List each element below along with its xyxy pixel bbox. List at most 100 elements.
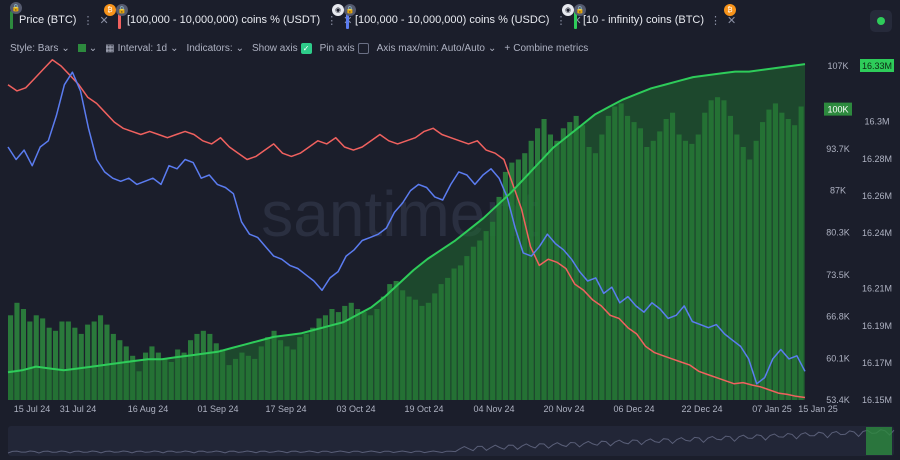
chart-area[interactable]: santiment 107K100K93.7K87K80.3K73.5K66.8… [0, 58, 900, 460]
price-bar [91, 321, 97, 400]
metrics-bar: Price (BTC) ⋮ ✕ [100,000 - 10,000,000) c… [0, 0, 900, 38]
left-tick-label: 80.3K [826, 227, 850, 237]
left-tick-label: 53.4K [826, 395, 850, 405]
bitcoin-icon: ₿ [104, 4, 116, 16]
coin-icon: ◉ [562, 4, 574, 16]
interval-dropdown[interactable]: ▦ Interval: 1d ⌄ [105, 43, 178, 54]
metric-menu-icon[interactable]: ⋮ [710, 14, 722, 27]
status-dot-icon [877, 17, 885, 25]
x-tick-label: 06 Dec 24 [613, 404, 654, 414]
navigator-track [8, 426, 894, 456]
x-tick-label: 16 Aug 24 [128, 404, 169, 414]
color-dropdown[interactable]: ⌄ [77, 42, 98, 54]
style-dropdown[interactable]: Style: Bars ⌄ [10, 43, 70, 54]
x-tick-label: 07 Jan 25 [752, 404, 792, 414]
settings-button[interactable] [870, 10, 892, 32]
chevron-down-icon: ⌄ [487, 42, 497, 54]
metric-label: [10 - infinity) coins (BTC) [583, 14, 705, 26]
interval-label: Interval: 1d [117, 42, 168, 54]
metric-menu-icon[interactable]: ⋮ [82, 14, 94, 27]
metric-label: Price (BTC) [19, 14, 77, 26]
x-tick-label: 22 Dec 24 [681, 404, 722, 414]
price-bar [98, 315, 104, 400]
price-bar [46, 327, 52, 400]
holders-line [7, 63, 806, 374]
lock-icon: 🔒 [10, 2, 22, 14]
indicators-label: Indicators: [186, 42, 233, 54]
right-tick-label: 16.3M [864, 117, 889, 127]
price-bar [78, 333, 84, 400]
price-bar [65, 321, 71, 400]
price-bar [33, 315, 39, 400]
left-tick-label: 87K [830, 186, 846, 196]
chevron-down-icon: ⌄ [88, 42, 98, 54]
x-tick-label: 04 Nov 24 [473, 404, 514, 414]
usdt-line [7, 59, 806, 399]
x-tick-label: 15 Jul 24 [14, 404, 51, 414]
bitcoin-icon: ₿ [724, 4, 736, 16]
navigator[interactable] [7, 426, 895, 456]
price-bar [104, 324, 110, 400]
price-bar [8, 315, 14, 400]
combine-metrics-button[interactable]: + Combine metrics [504, 43, 588, 54]
pin-axis-label: Pin axis [319, 42, 355, 54]
checkbox-icon[interactable] [357, 42, 369, 54]
axis-minmax-dropdown[interactable]: Axis max/min: Auto/Auto ⌄ [377, 43, 497, 54]
metric-menu-icon[interactable]: ⋮ [326, 14, 338, 27]
metric-menu-icon[interactable]: ⋮ [555, 14, 567, 27]
x-tick-label: 03 Oct 24 [336, 404, 375, 414]
left-tick-label: 73.5K [826, 270, 850, 280]
show-axis-toggle[interactable]: Show axis ✓ [252, 42, 312, 54]
left-tick-label: 100K [827, 105, 848, 115]
left-tick-label: 60.1K [826, 353, 850, 363]
calendar-icon: ▦ [105, 42, 115, 54]
left-tick-label: 66.8K [826, 312, 850, 322]
close-icon[interactable]: ✕ [572, 14, 582, 27]
price-bar [53, 330, 59, 400]
right-tick-label: 16.17M [862, 358, 892, 368]
close-icon[interactable]: ✕ [727, 14, 737, 27]
metric-tab-usdc[interactable]: [100,000 - 10,000,000) coins % (USDC) ⋮ … [340, 6, 582, 34]
metric-color-bar [10, 11, 13, 29]
right-axis: 16.33M 16.3M 16.28M 16.26M 16.24M 16.21M 16.19… [860, 59, 894, 405]
x-tick-label: 01 Sep 24 [197, 404, 238, 414]
chevron-down-icon: ⌄ [170, 42, 179, 54]
usdc-line [7, 71, 806, 385]
price-bar [40, 318, 46, 400]
combine-label: Combine metrics [513, 42, 589, 54]
chart-toolbar: Style: Bars ⌄ ⌄ ▦ Interval: 1d ⌄ Indicators… [0, 38, 900, 58]
price-bar [27, 321, 33, 400]
metric-tab-price[interactable]: Price (BTC) ⋮ ✕ [4, 6, 109, 34]
navigator-sparkline [7, 429, 895, 454]
close-icon[interactable]: ✕ [99, 14, 109, 27]
left-tick-label: 107K [827, 61, 848, 71]
checkbox-checked-icon[interactable]: ✓ [300, 42, 312, 54]
price-bar [20, 309, 26, 400]
holders-area [8, 64, 805, 400]
price-bar [72, 327, 78, 400]
lock-icon: 🔒 [116, 4, 128, 16]
holders-highlight-badge [860, 59, 894, 72]
metric-tab-btc-holders[interactable]: [10 - infinity) coins (BTC) ⋮ ✕ [568, 6, 736, 34]
price-bar [85, 324, 91, 400]
style-label: Style: Bars [10, 42, 59, 54]
pin-axis-toggle[interactable]: Pin axis [319, 42, 369, 54]
lock-icon: 🔒 [344, 4, 356, 16]
right-tick-label: 16.15M [862, 395, 892, 405]
metric-color-bar [118, 11, 121, 29]
metric-color-bar [574, 11, 577, 29]
x-axis: 15 Jul 24 31 Jul 24 16 Aug 24 01 Sep 24 17 S… [14, 404, 838, 414]
right-tick-label: 16.24M [862, 228, 892, 238]
right-tick-label: 16.33M [862, 61, 892, 71]
price-highlight-badge [824, 102, 852, 116]
price-bar [14, 302, 20, 400]
lock-icon: 🔒 [574, 4, 586, 16]
color-swatch [77, 44, 86, 52]
right-tick-label: 16.26M [862, 191, 892, 201]
metric-tab-usdt[interactable]: [100,000 - 10,000,000) coins % (USDT) ⋮ … [112, 6, 352, 34]
indicators-dropdown[interactable]: Indicators: ⌄ [186, 43, 244, 54]
show-axis-label: Show axis [252, 42, 298, 54]
metric-label: [100,000 - 10,000,000) coins % (USDC) [355, 14, 550, 26]
x-tick-label: 17 Sep 24 [265, 404, 306, 414]
series-lines [7, 59, 806, 400]
